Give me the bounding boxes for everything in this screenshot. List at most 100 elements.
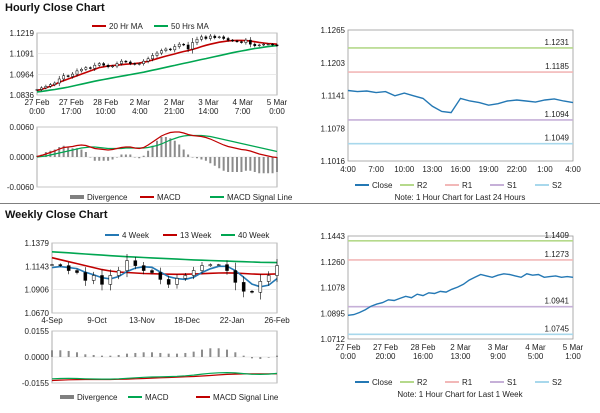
weekly-line-x-tick-label: 2 Mar [450, 343, 471, 352]
hourly-candle [133, 63, 137, 65]
hourly-macd-divergence-bar [49, 150, 52, 157]
hourly-candle [88, 67, 92, 69]
weekly-macd-divergence-bar [167, 353, 170, 357]
weekly-candle [233, 270, 238, 283]
weekly-macd-divergence-bar [184, 352, 187, 357]
hourly-macd-divergence-bar [249, 157, 252, 171]
weekly-macd-divergence-bar [201, 349, 203, 357]
hourly-line-legend-label: Close [372, 181, 393, 190]
weekly-candle-x-tick-label: 4-Sep [41, 316, 63, 325]
hourly-candle [271, 43, 274, 46]
weekly-macd-divergence-bar [67, 350, 70, 357]
weekly-line-x-tick-label: 1:00 [565, 352, 581, 361]
hourly-candle [124, 60, 128, 63]
weekly-line-x-tick-label: 27 Feb [373, 343, 398, 352]
hourly-macd-divergence-bar [138, 157, 141, 159]
hourly-line-y-tick-label: 1.1265 [321, 26, 346, 35]
hourly-candle [168, 48, 172, 51]
hourly-line-y-tick-label: 1.1141 [321, 92, 345, 101]
hourly-candle [222, 36, 226, 39]
hourly-line-x-tick-label: 1:00 [537, 165, 553, 174]
weekly-line-x-tick-label: 27 Feb [336, 343, 361, 352]
hourly-candle-x-tick-label: 17:00 [61, 107, 82, 116]
weekly-candle [150, 270, 154, 273]
hourly-candle [200, 36, 203, 40]
hourly-macd-divergence-bar [187, 154, 190, 157]
hourly-macd-divergence-bar [173, 140, 176, 157]
weekly-candle [275, 265, 279, 276]
hourly-candle [240, 41, 243, 43]
hourly-candle [106, 64, 110, 68]
hourly-line-y-tick-label: 1.1016 [321, 157, 346, 166]
hourly-candle [275, 44, 279, 47]
weekly-line-x-tick-label: 5 Mar [563, 343, 584, 352]
hourly-line-level-label: 1.1094 [545, 110, 570, 119]
weekly-line-level-label: 1.0941 [545, 297, 570, 306]
weekly-macd-divergence-bar [51, 350, 53, 357]
hourly-candle [142, 60, 146, 64]
hourly-macd-divergence-bar [267, 157, 270, 174]
weekly-candle [250, 291, 254, 293]
hourly-macd-divergence-bar [120, 154, 123, 157]
hourly-candle [84, 67, 88, 70]
weekly-candle [208, 264, 213, 266]
hourly-macd-divergence-bar [84, 152, 87, 157]
hourly-line-x-tick-label: 7:00 [368, 165, 384, 174]
weekly-candle [50, 264, 54, 266]
hourly-candle [244, 39, 248, 43]
hourly-candle [208, 35, 212, 39]
hourly-macd-divergence-bar [200, 157, 203, 160]
weekly-candle [91, 275, 96, 281]
weekly-line-x-tick-label: 5:00 [528, 352, 544, 361]
hourly-macd-divergence-bar [129, 154, 132, 157]
weekly-macd-divergence-bar [276, 355, 278, 357]
hourly-candle-x-tick-label: 27 Feb [59, 98, 84, 107]
weekly-candle-x-tick-label: 22-Jan [220, 316, 244, 325]
hourly-candle [164, 48, 168, 51]
hourly-line-level-label: 1.1231 [545, 38, 570, 47]
weekly-candle [166, 279, 171, 285]
hourly-candle [182, 43, 186, 46]
weekly-line-close-line [347, 273, 574, 316]
weekly-macd-divergence-bar [134, 352, 137, 357]
hourly-macd-divergence-bar [107, 157, 110, 161]
weekly-line-y-tick-label: 1.0712 [321, 335, 346, 344]
hourly-macd-divergence-bar [164, 137, 167, 157]
hourly-candle-x-tick-label: 2 Mar [164, 98, 185, 107]
hourly-macd-divergence-bar [71, 148, 74, 157]
weekly-candle [216, 264, 221, 266]
weekly-macd-divergence-bar [117, 354, 120, 357]
hourly-line-x-tick-label: 22:00 [507, 165, 528, 174]
hourly-candle-legend-label: 50 Hrs MA [171, 22, 209, 31]
hourly-candle-x-tick-label: 21:00 [164, 107, 185, 116]
weekly-line-x-tick-label: 13:00 [450, 352, 471, 361]
hourly-macd-divergence-bar [258, 157, 261, 174]
hourly-macd-divergence-bar [213, 157, 216, 166]
hourly-candle [177, 43, 181, 47]
weekly-macd-y-tick-label: -0.0155 [22, 379, 50, 388]
hourly-macd-divergence-bar [98, 157, 101, 161]
hourly-ma50-line [36, 44, 278, 93]
weekly-candle-y-tick-label: 1.0670 [25, 309, 50, 318]
weekly-macd-divergence-bar [234, 352, 237, 357]
weekly-candle [133, 260, 138, 266]
hourly-candle [128, 61, 132, 64]
weekly-candle [225, 264, 229, 271]
hourly-candle [120, 60, 123, 64]
hourly-candle [66, 75, 70, 77]
weekly-ma4-line [51, 265, 278, 288]
hourly-macd-divergence-bar [62, 145, 65, 157]
hourly-candle [257, 44, 261, 47]
hourly-line-x-tick-label: 19:00 [479, 165, 500, 174]
section-divider [0, 203, 600, 204]
hourly-candle [191, 42, 194, 50]
weekly-line-x-tick-label: 20:00 [375, 352, 396, 361]
hourly-candle [137, 63, 141, 65]
hourly-macd-divergence-bar [191, 157, 194, 158]
weekly-macd-divergence-bar [101, 355, 103, 357]
weekly-line-level-label: 1.0745 [545, 324, 570, 333]
hourly-macd-divergence-bar [222, 157, 225, 171]
hourly-macd-divergence-bar [169, 138, 172, 157]
hourly-candle [231, 39, 234, 42]
